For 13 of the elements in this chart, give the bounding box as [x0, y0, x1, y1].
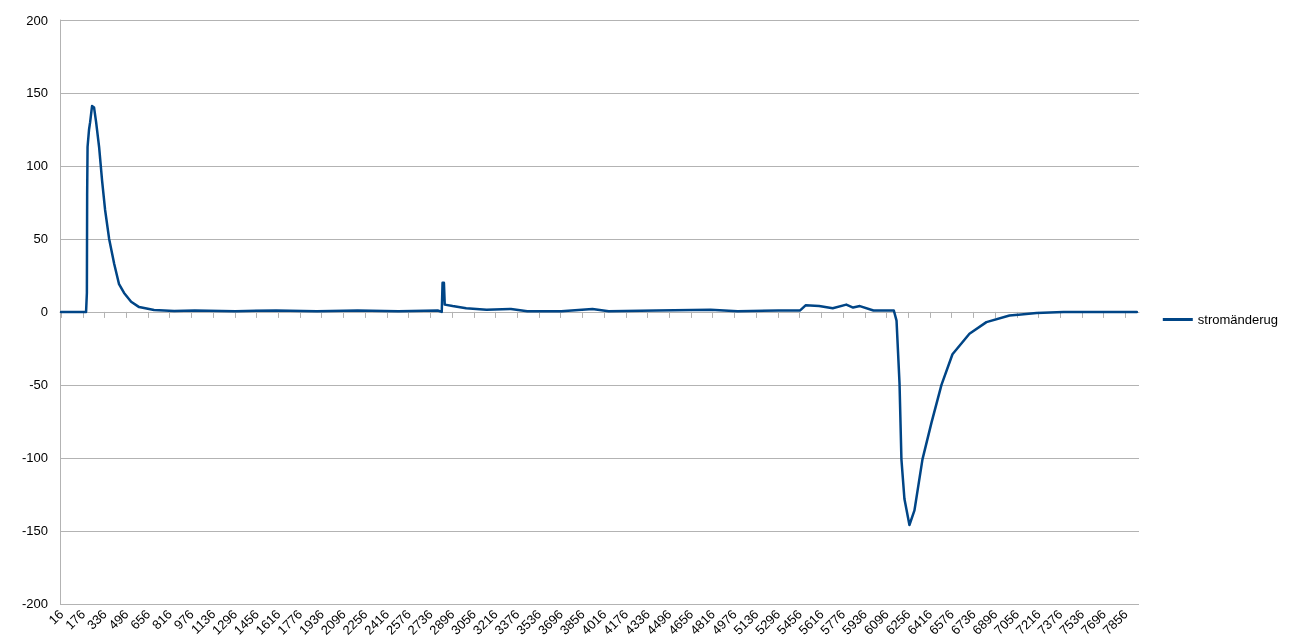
- y-tick-label: 100: [26, 158, 48, 174]
- y-tick-label: 0: [40, 304, 48, 320]
- x-tick-label: 816: [149, 606, 175, 633]
- y-tick-label: -100: [21, 450, 48, 466]
- y-tick-label: -150: [21, 523, 48, 539]
- y-tick-label: 200: [26, 12, 48, 28]
- y-tick-label: -50: [29, 377, 48, 393]
- line-series: [59, 104, 1139, 527]
- y-tick-label: 50: [33, 231, 48, 247]
- legend-label: stromänderug: [1197, 312, 1279, 327]
- y-tick-label: -200: [21, 596, 48, 612]
- x-tick-label: 496: [105, 606, 132, 633]
- y-tick-label: 150: [26, 85, 48, 101]
